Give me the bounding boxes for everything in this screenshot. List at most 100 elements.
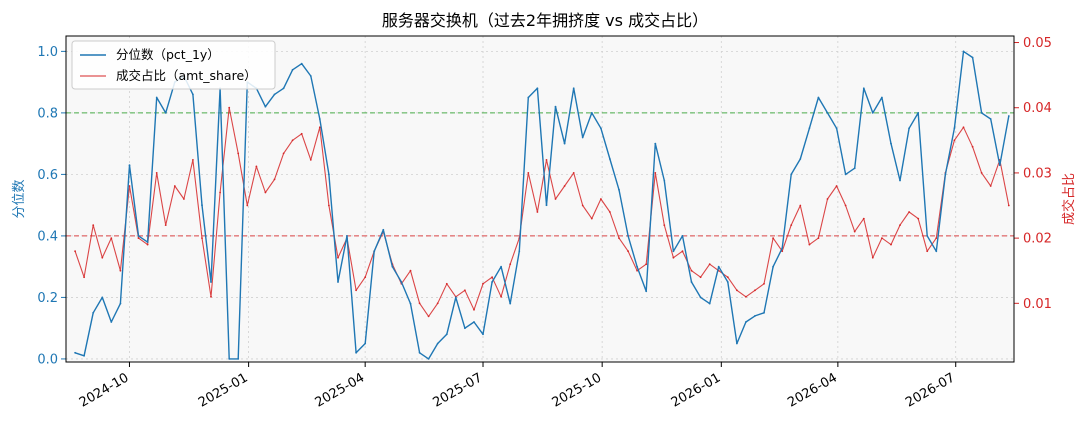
data-point-pct-1y bbox=[627, 235, 629, 237]
data-point-amt-share bbox=[445, 282, 448, 285]
data-point-pct-1y bbox=[473, 321, 475, 323]
data-point-pct-1y bbox=[917, 112, 920, 114]
left-tick-label: 0.6 bbox=[37, 168, 58, 183]
data-point-pct-1y bbox=[989, 118, 992, 120]
data-point-amt-share bbox=[881, 237, 883, 240]
data-point-amt-share bbox=[763, 282, 765, 285]
data-point-amt-share bbox=[962, 126, 965, 129]
data-point-amt-share bbox=[291, 139, 294, 142]
data-point-amt-share bbox=[808, 243, 811, 246]
data-point-pct-1y bbox=[146, 241, 149, 244]
data-point-amt-share bbox=[409, 269, 412, 272]
data-point-pct-1y bbox=[835, 127, 838, 130]
data-point-pct-1y bbox=[944, 173, 947, 176]
data-point-amt-share bbox=[201, 237, 203, 240]
data-point-pct-1y bbox=[590, 112, 593, 114]
data-point-amt-share bbox=[309, 159, 312, 161]
data-point-amt-share bbox=[300, 132, 303, 135]
data-point-pct-1y bbox=[563, 142, 566, 145]
data-point-amt-share bbox=[74, 250, 76, 253]
data-point-pct-1y bbox=[654, 142, 657, 145]
data-point-amt-share bbox=[219, 191, 222, 194]
data-point-pct-1y bbox=[110, 321, 113, 323]
data-point-amt-share bbox=[563, 185, 566, 187]
data-point-amt-share bbox=[853, 230, 856, 233]
data-point-amt-share bbox=[781, 250, 784, 253]
x-tick-label: 2024-10 bbox=[77, 370, 132, 410]
data-point-amt-share bbox=[862, 217, 865, 220]
data-point-amt-share bbox=[146, 243, 149, 246]
data-point-amt-share bbox=[255, 165, 258, 168]
left-y-axis: 0.0 0.2 0.4 0.6 0.8 1.0 bbox=[37, 36, 67, 367]
data-point-amt-share bbox=[491, 276, 493, 279]
data-point-pct-1y bbox=[464, 327, 466, 330]
series-layer bbox=[74, 50, 1010, 360]
data-point-pct-1y bbox=[600, 127, 602, 130]
data-point-pct-1y bbox=[391, 265, 394, 268]
data-point-amt-share bbox=[364, 276, 367, 279]
x-tick-label: 2025-10 bbox=[550, 370, 605, 410]
data-point-pct-1y bbox=[763, 311, 765, 314]
data-point-amt-share bbox=[1007, 204, 1010, 207]
data-point-amt-share bbox=[890, 243, 892, 246]
data-point-amt-share bbox=[237, 152, 240, 155]
series-line-pct-1y bbox=[74, 50, 1010, 360]
data-point-amt-share bbox=[164, 224, 167, 227]
data-point-pct-1y bbox=[726, 281, 729, 283]
left-tick-label: 0.2 bbox=[37, 291, 58, 306]
data-point-amt-share bbox=[835, 185, 838, 187]
data-point-amt-share bbox=[318, 126, 321, 129]
data-point-amt-share bbox=[273, 178, 276, 181]
data-point-amt-share bbox=[337, 256, 339, 259]
data-point-pct-1y bbox=[291, 68, 294, 71]
data-point-pct-1y bbox=[155, 96, 158, 99]
data-point-pct-1y bbox=[618, 188, 620, 191]
data-point-amt-share bbox=[935, 237, 938, 240]
data-point-pct-1y bbox=[436, 342, 439, 345]
data-point-amt-share bbox=[826, 198, 829, 200]
data-point-amt-share bbox=[908, 211, 910, 213]
right-tick-label: 0.01 bbox=[1023, 297, 1052, 312]
legend-label-amt: 成交占比（amt_share） bbox=[116, 68, 257, 83]
data-point-amt-share bbox=[536, 211, 539, 213]
data-point-pct-1y bbox=[355, 351, 357, 354]
data-point-amt-share bbox=[464, 289, 466, 292]
data-point-pct-1y bbox=[853, 167, 856, 170]
data-point-pct-1y bbox=[971, 56, 974, 59]
data-point-amt-share bbox=[155, 172, 158, 174]
data-point-amt-share bbox=[500, 295, 502, 298]
data-point-amt-share bbox=[572, 172, 575, 174]
data-point-amt-share bbox=[119, 269, 122, 272]
data-point-pct-1y bbox=[282, 87, 285, 90]
data-point-pct-1y bbox=[736, 342, 738, 345]
data-point-amt-share bbox=[418, 302, 421, 305]
data-point-pct-1y bbox=[418, 351, 421, 354]
left-axis-label: 分位数 bbox=[12, 179, 27, 218]
series-line-amt-share bbox=[74, 107, 1010, 317]
data-point-pct-1y bbox=[908, 127, 910, 130]
data-point-amt-share bbox=[953, 139, 956, 142]
data-point-pct-1y bbox=[754, 315, 756, 317]
data-point-pct-1y bbox=[83, 354, 85, 357]
data-point-amt-share bbox=[754, 289, 756, 292]
data-point-pct-1y bbox=[228, 358, 231, 360]
data-point-pct-1y bbox=[400, 281, 403, 283]
data-point-amt-share bbox=[590, 217, 593, 220]
data-point-pct-1y bbox=[128, 164, 131, 167]
right-tick-label: 0.05 bbox=[1023, 36, 1052, 51]
data-point-amt-share bbox=[473, 308, 475, 311]
data-point-pct-1y bbox=[826, 112, 829, 114]
data-point-pct-1y bbox=[663, 179, 666, 182]
data-point-pct-1y bbox=[953, 127, 956, 130]
data-point-pct-1y bbox=[318, 118, 321, 120]
right-tick-label: 0.04 bbox=[1023, 101, 1052, 116]
data-point-amt-share bbox=[246, 204, 249, 207]
chart-title: 服务器交换机（过去2年拥挤度 vs 成交占比） bbox=[382, 11, 708, 30]
data-point-amt-share bbox=[436, 302, 439, 305]
left-tick-label: 0.0 bbox=[37, 352, 58, 367]
data-point-amt-share bbox=[645, 263, 648, 266]
x-tick-label: 2025-04 bbox=[313, 370, 368, 410]
data-point-amt-share bbox=[581, 204, 584, 207]
left-tick-label: 0.4 bbox=[37, 229, 58, 244]
